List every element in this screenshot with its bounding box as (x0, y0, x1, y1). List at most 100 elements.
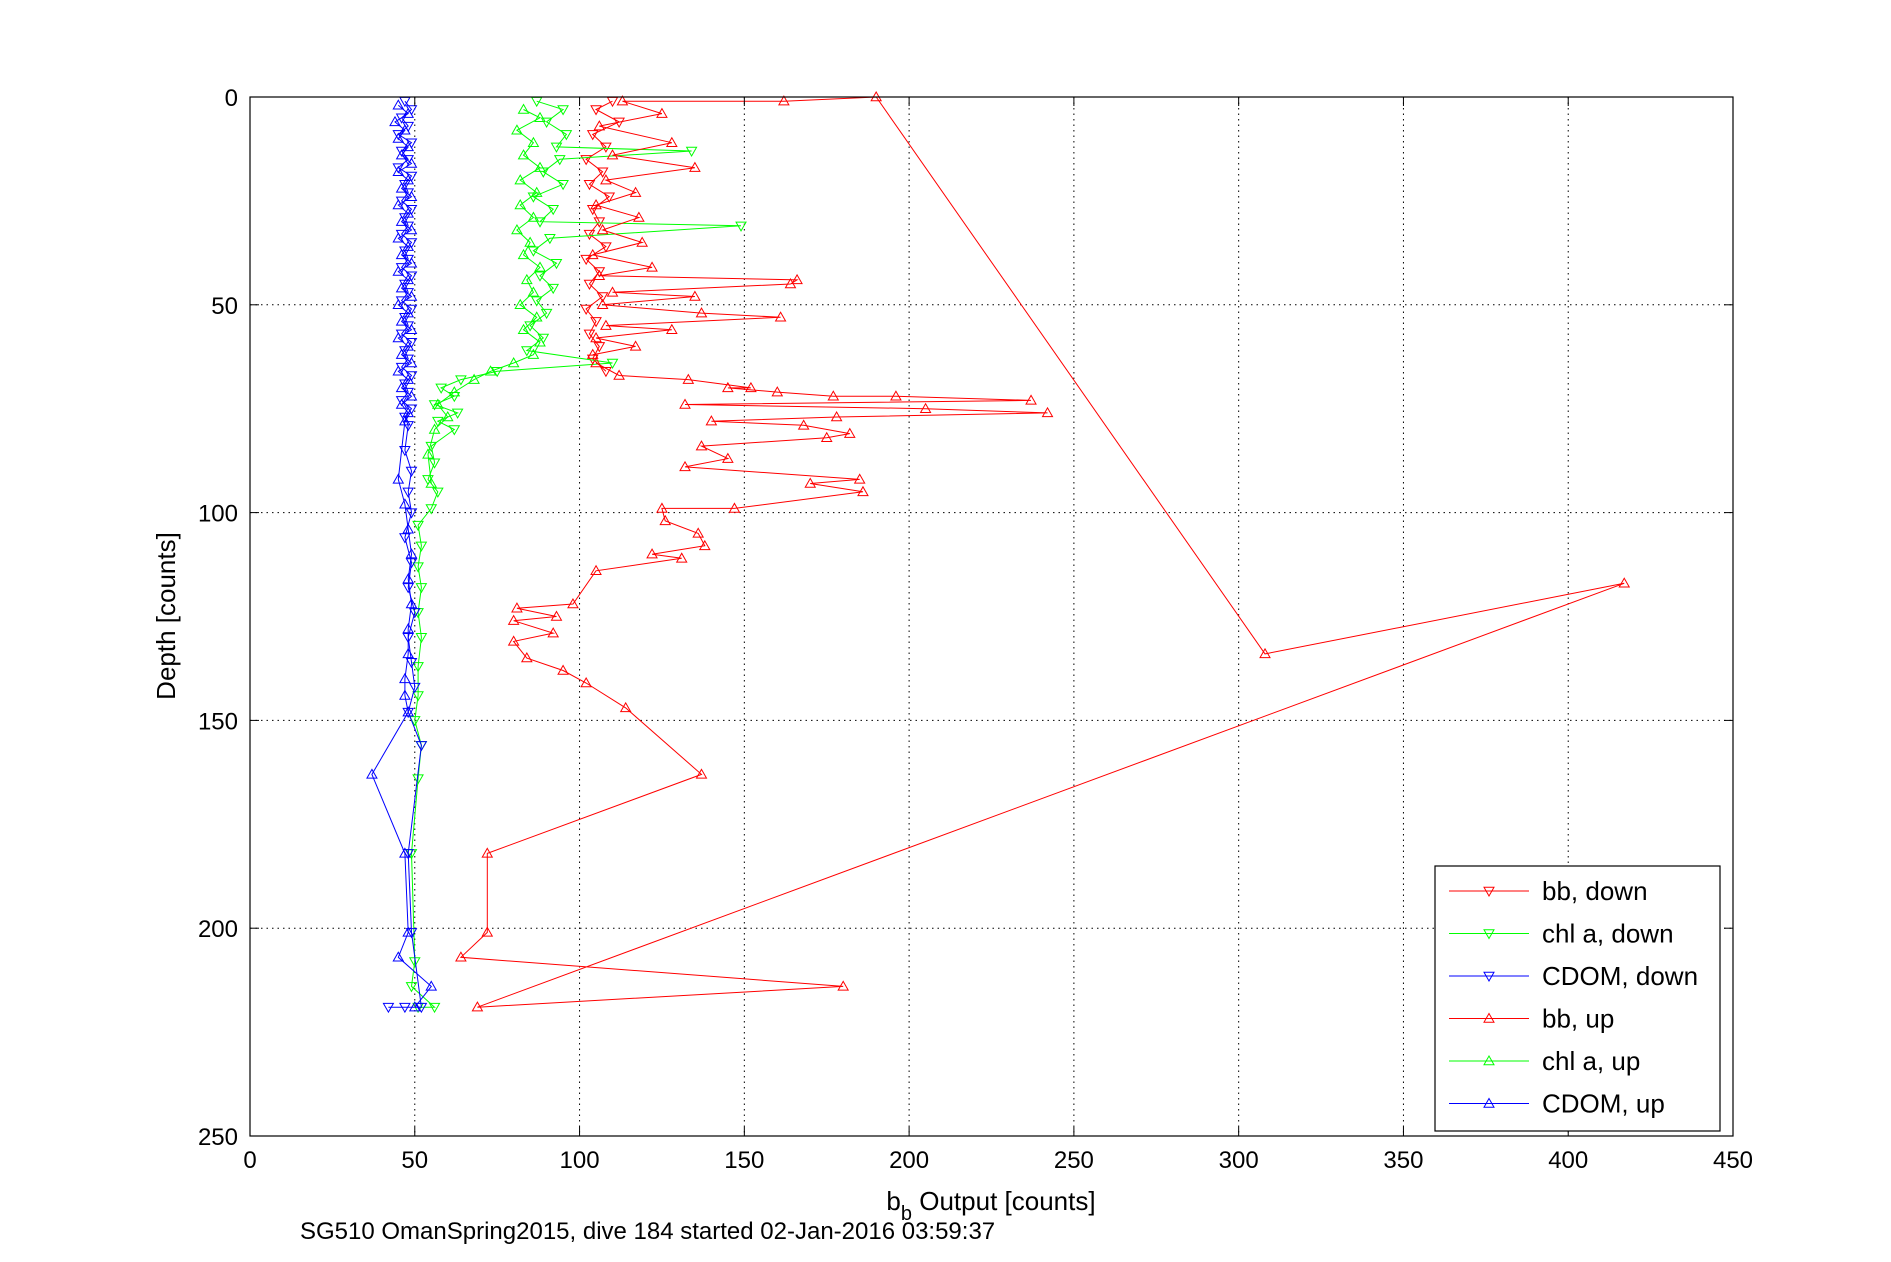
data-point (698, 539, 711, 551)
data-point (530, 311, 543, 322)
data-point (405, 598, 418, 609)
data-point (392, 298, 405, 310)
data-point (399, 446, 411, 457)
data-point (774, 311, 787, 322)
y-tick-label: 0 (225, 85, 238, 112)
data-point (593, 269, 606, 280)
data-point (517, 248, 530, 260)
data-point (395, 282, 408, 293)
caption: SG510 OmanSpring2015, dive 184 started 0… (300, 1218, 996, 1245)
data-point (695, 768, 708, 779)
data-point (590, 564, 602, 576)
legend-label: CDOM, up (1542, 1089, 1665, 1119)
legend-box (1434, 865, 1721, 1132)
data-point (471, 1001, 484, 1012)
data-point (405, 323, 418, 334)
data-point (405, 356, 418, 368)
data-point (405, 390, 418, 401)
data-point (405, 223, 418, 235)
data-point (520, 273, 533, 285)
data-point (455, 951, 467, 962)
data-point (600, 142, 612, 153)
data-point (646, 548, 658, 559)
data-point (405, 928, 418, 939)
x-tick-label: 200 (889, 1147, 929, 1174)
data-point (392, 332, 405, 343)
plot-frame (249, 96, 1734, 1137)
data-point (593, 267, 606, 278)
data-point (557, 664, 569, 675)
ticks: 0 50 100 150 200 250 300 350 400 450 0 50 100 150 200 2… (198, 85, 1753, 1174)
data-point (656, 502, 668, 513)
data-point (395, 396, 408, 407)
y-tick-label: 100 (198, 501, 238, 528)
data-point (675, 552, 688, 563)
data-point (692, 527, 705, 538)
legend-marker (1483, 929, 1495, 940)
data-point (586, 348, 599, 359)
y-tick-label: 250 (198, 1124, 238, 1151)
data-point (481, 926, 494, 937)
data-point (613, 369, 625, 380)
data-point (735, 221, 747, 232)
series-layer (366, 90, 1631, 1014)
data-point (784, 278, 797, 289)
data-point (1259, 647, 1271, 659)
x-axis-title: bb Output [counts] (886, 1186, 1095, 1225)
data-point (745, 381, 757, 393)
data-point (484, 365, 497, 376)
data-point (695, 307, 708, 318)
data-point (797, 419, 810, 430)
data-point (778, 95, 790, 106)
data-point (412, 691, 424, 702)
data-point (399, 672, 411, 684)
data-point (514, 199, 527, 210)
y-tick-label: 200 (198, 916, 238, 943)
data-point (412, 520, 424, 532)
x-tick-label: 50 (401, 1147, 428, 1174)
data-point (695, 440, 708, 451)
x-tick-label: 450 (1713, 1147, 1753, 1174)
data-point (392, 265, 405, 276)
data-point (514, 174, 527, 185)
series-5 (366, 99, 438, 1012)
data-point (399, 533, 411, 544)
series-0 (580, 96, 625, 378)
data-point (395, 215, 408, 226)
data-point (517, 103, 530, 114)
data-point (405, 548, 418, 559)
data-point (534, 261, 546, 272)
data-point (705, 415, 718, 426)
data-point (659, 514, 672, 526)
data-point (402, 140, 415, 152)
data-point (557, 180, 569, 191)
data-point (402, 340, 415, 351)
data-point (593, 217, 606, 228)
data-point (870, 90, 883, 102)
x-tick-label: 100 (560, 1147, 600, 1174)
data-point (402, 707, 415, 719)
data-point (527, 211, 540, 222)
data-point (600, 367, 612, 378)
legend-marker (1483, 1054, 1495, 1066)
data-point (590, 317, 602, 328)
data-point (428, 423, 441, 434)
data-point (593, 120, 606, 131)
data-point (547, 283, 560, 295)
data-point (392, 99, 405, 110)
data-point (402, 273, 415, 285)
data-point (507, 635, 520, 646)
data-point (685, 146, 698, 158)
data-point (721, 452, 734, 463)
data-point (422, 448, 434, 459)
data-point (405, 982, 418, 993)
data-point (402, 926, 415, 937)
legend-marker (1483, 1012, 1495, 1023)
data-point (517, 149, 530, 160)
data-point (890, 390, 902, 401)
data-point (366, 768, 378, 779)
data-point (656, 107, 668, 118)
y-tick-label: 50 (211, 293, 238, 320)
legend-marker (1483, 971, 1495, 983)
